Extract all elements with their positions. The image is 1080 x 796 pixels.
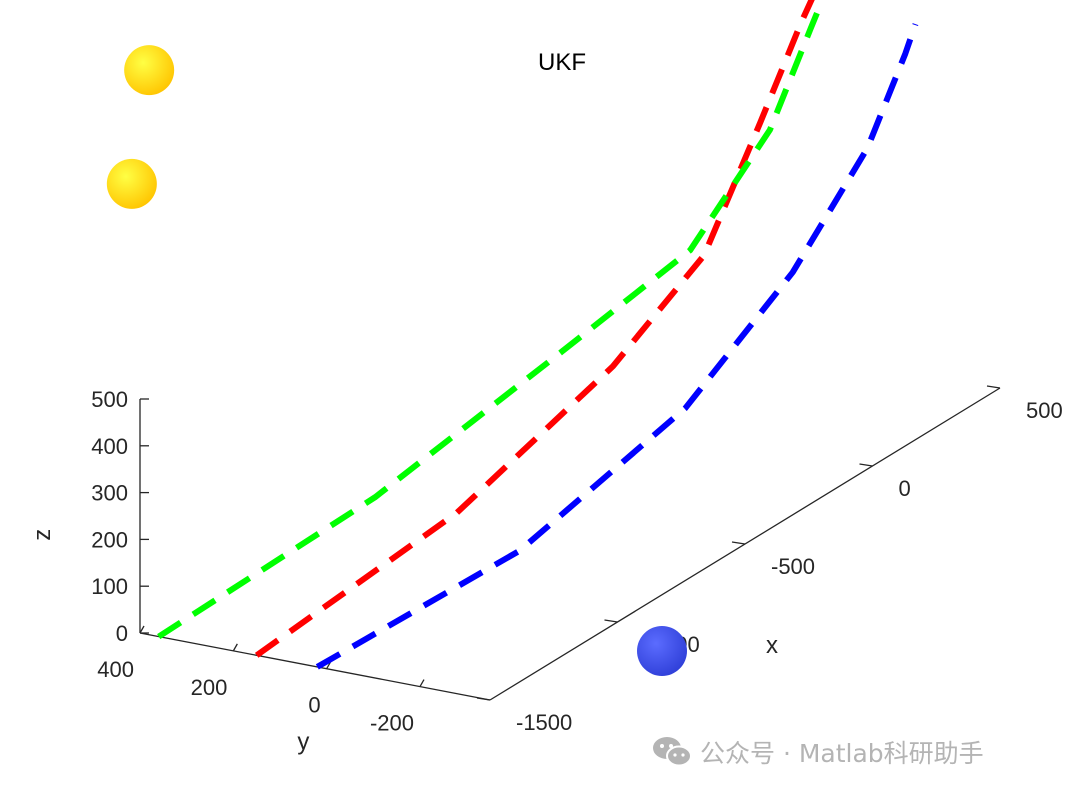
z-tick-label: 500 [91,387,128,412]
axes: -1500-1000-50005004002000-20001002003004… [29,385,1063,755]
x-axis-label: x [766,632,778,659]
series-line-1 [157,3,824,640]
sphere-marker-2 [106,158,157,209]
y-tick-label: 400 [97,657,134,682]
y-axis-label: y [297,728,309,755]
z-tick-label: 200 [91,527,128,552]
series-line-0 [254,0,815,658]
x-tick-label: -500 [771,554,815,579]
watermark-text: 公众号 · Matlab科研助手 [700,739,984,768]
x-tick [476,697,491,701]
z-tick-label: 300 [91,481,128,506]
chart-title: UKF [538,49,586,76]
z-axis-label: z [29,529,56,541]
y-tick-label: 0 [308,693,320,718]
z-tick-label: 100 [91,574,128,599]
y-tick [232,643,238,652]
x-tick-label: -1500 [516,710,572,735]
z-tick-label: 0 [116,621,128,646]
x-tick [986,385,1001,389]
series-group [157,0,919,670]
x-tick [731,541,746,545]
y-tick [139,625,145,634]
sphere-marker-1 [124,45,175,96]
markers-group [106,45,687,676]
x-tick [859,463,873,467]
watermark: 公众号 · Matlab科研助手 [652,732,984,772]
y-axis-line [139,632,491,701]
y-tick-label: -200 [370,711,414,736]
x-tick-label: 500 [1026,398,1063,423]
z-tick-label: 400 [91,434,128,459]
wechat-icon [653,737,692,767]
y-tick [419,679,425,687]
y-tick-label: 200 [191,675,228,700]
series-line-2 [315,23,919,670]
x-tick [604,619,618,623]
x-tick-label: 0 [899,476,911,501]
sphere-marker-3 [637,626,687,676]
